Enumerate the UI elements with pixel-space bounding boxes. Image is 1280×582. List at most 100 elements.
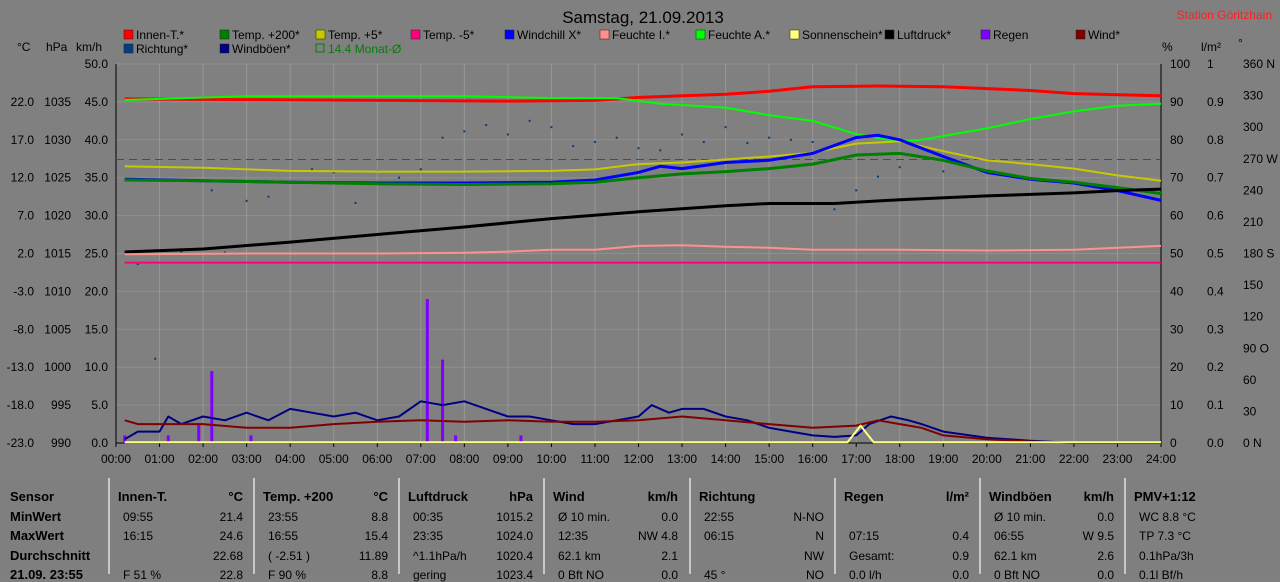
legend-swatch [124,44,133,53]
y-tick-label-celsius: -18.0 [7,398,35,412]
legend-swatch [411,30,420,39]
cell-value: 1015.2 [496,510,533,524]
y-tick-label-percent: 40 [1170,284,1184,298]
summary-column: PMV+1:12 WC 8.8 °C TP 7.3 °C 0.1hPa/3h 0.1l … [1124,478,1269,574]
y-tick-label-celsius: 12.0 [11,171,35,185]
x-tick-label: 14:00 [711,452,741,466]
summary-column: Regen l/m² 07:15 0.4 Gesamt: 0.9 0.0 l/h 0.0 [834,478,979,574]
direction-dot [659,149,661,151]
row-label: Sensor [10,489,54,504]
legend-swatch [220,44,229,53]
x-tick-label: 15:00 [754,452,784,466]
direction-dot [812,141,814,143]
y-tick-label-kmh: 50.0 [85,57,109,71]
cell-value: 0.0 [1097,568,1114,582]
unit-degree: ° [1238,36,1243,50]
legend-swatch [790,30,799,39]
y-tick-label-rain: 0.7 [1207,171,1224,185]
legend: Innen-T.* Temp. +200* Temp. +5* Temp. -5* Wi… [124,28,1120,56]
y-tick-label-rain: 0.5 [1207,247,1224,261]
column-title: PMV+1:12 [1134,489,1196,504]
row-label: 21.09. 23:55 [10,567,83,582]
y-tick-label-percent: 100 [1170,57,1190,71]
cell-value: N-NO [793,510,824,524]
summary-column: Wind km/h Ø 10 min. 0.0 12:35 NW 4.8 62.1 km 2.… [543,478,688,574]
y-tick-label-hpa: 1030 [44,133,71,147]
cell-value: W 9.5 [1083,529,1114,543]
legend-swatch [505,30,514,39]
direction-dot [154,358,156,360]
cell-value: 8.8 [371,568,388,582]
cell-value: 24.6 [220,529,243,543]
chart-title: Samstag, 21.09.2013 [562,8,724,27]
y-tick-label-direction: 300 [1243,120,1263,134]
cell-label: 16:55 [268,529,298,543]
y-tick-label-kmh: 5.0 [91,398,108,412]
y-tick-label-percent: 70 [1170,171,1184,185]
row-label: Durchschnitt [10,548,90,563]
direction-dot [681,134,683,136]
y-tick-label-percent: 30 [1170,322,1184,336]
x-tick-label: 12:00 [623,452,653,466]
y-tick-label-percent: 80 [1170,133,1184,147]
cell-label: Gesamt: [849,549,894,563]
direction-dot [572,145,574,147]
legend-label: Temp. +200* [232,28,300,42]
cell-label: 00:35 [413,510,443,524]
y-tick-label-celsius: -8.0 [13,322,34,336]
cell-label: 62.1 km [558,549,601,563]
y-tick-label-hpa: 995 [51,398,71,412]
y-tick-label-kmh: 20.0 [85,284,109,298]
cell-label: 09:55 [123,510,153,524]
y-tick-label-direction: 150 [1243,278,1263,292]
column-title: Innen-T. [118,489,167,504]
x-tick-label: 18:00 [885,452,915,466]
rain-bar [210,371,213,443]
cell-value: 11.89 [359,549,388,563]
y-tick-label-direction: 0 N [1243,436,1262,450]
y-tick-label-celsius: -23.0 [7,436,35,450]
y-tick-label-direction: 360 N [1243,57,1275,71]
y-tick-label-direction: 60 [1243,373,1257,387]
direction-dot [725,126,727,128]
cell-value: 0.0 [1097,510,1114,524]
cell-label: F 51 % [123,568,161,582]
direction-dot [877,176,879,178]
y-tick-label-percent: 60 [1170,209,1184,223]
cell-label: WC 8.8 °C [1139,510,1196,524]
y-tick-label-kmh: 40.0 [85,133,109,147]
x-tick-label: 10:00 [536,452,566,466]
y-tick-label-rain: 0.2 [1207,360,1224,374]
y-tick-label-celsius: -13.0 [7,360,35,374]
y-tick-label-direction: 30 [1243,404,1257,418]
column-unit: km/h [648,489,678,504]
column-title: Wind [553,489,585,504]
y-tick-label-hpa: 1015 [44,247,71,261]
y-tick-label-rain: 0.8 [1207,133,1224,147]
column-unit: hPa [509,489,533,504]
cell-value: 1020.4 [496,549,533,563]
column-title: Regen [844,489,884,504]
direction-dot [942,170,944,172]
legend-label: Luftdruck* [897,28,951,42]
x-tick-label: 20:00 [972,452,1002,466]
y-tick-label-percent: 0 [1170,436,1177,450]
cell-label: 06:55 [994,529,1024,543]
row-label: MaxWert [10,528,64,543]
direction-dot [833,208,835,210]
unit-lm2: l/m² [1201,40,1221,54]
y-tick-label-hpa: 990 [51,436,71,450]
cell-value: N [815,529,824,543]
cell-label: gering [413,568,446,582]
direction-dot [442,137,444,139]
direction-dot [267,196,269,198]
cell-label: 0 Bft NO [994,568,1040,582]
legend-swatch [885,30,894,39]
cell-label: 16:15 [123,529,153,543]
cell-label: ^1.1hPa/h [413,549,467,563]
y-tick-label-direction: 240 [1243,183,1263,197]
weather-chart: Samstag, 21.09.2013 Station Göritzhain °… [0,0,1280,478]
cell-value: 2.6 [1097,549,1114,563]
y-tick-label-rain: 1 [1207,57,1214,71]
cell-value: 22.8 [220,568,243,582]
